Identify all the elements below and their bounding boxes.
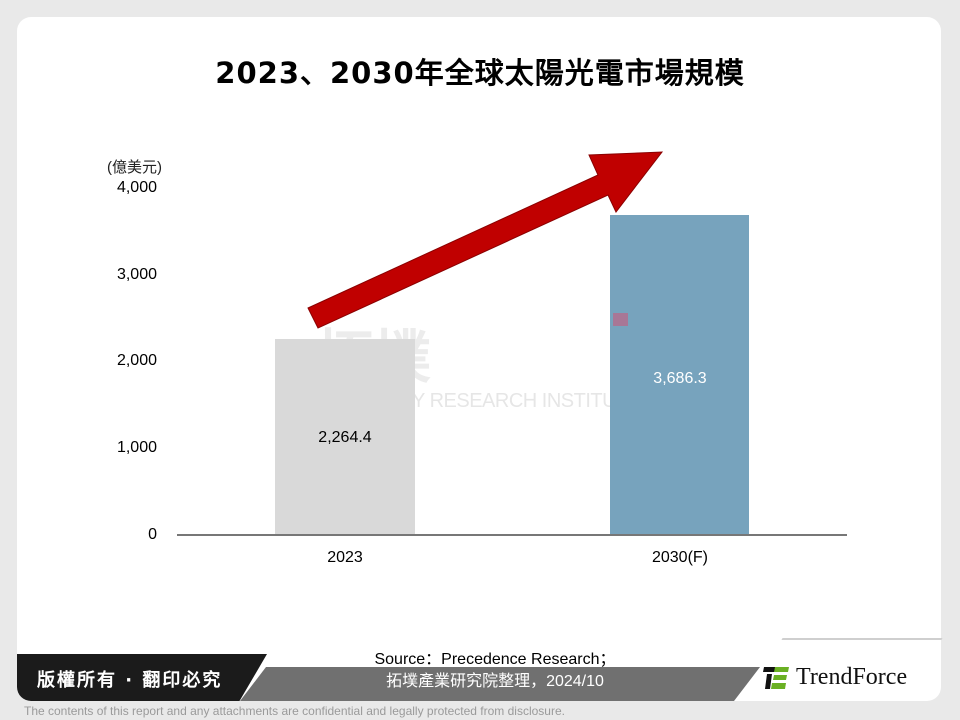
trendforce-wordmark: TrendForce bbox=[796, 664, 908, 690]
x-tick: 2023 bbox=[327, 549, 363, 566]
trend-arrow-icon bbox=[307, 151, 664, 329]
confidentiality-disclaimer: The contents of this report and any atta… bbox=[24, 704, 565, 718]
copyright-text: 版權所有 · 翻印必究 bbox=[37, 670, 223, 691]
trendforce-mark-icon bbox=[763, 666, 789, 689]
bar-2030 bbox=[610, 215, 749, 535]
footer-decor-line bbox=[781, 638, 943, 640]
x-tick: 2030(F) bbox=[651, 549, 709, 566]
bar-2023 bbox=[275, 339, 415, 535]
y-tick: 2,000 bbox=[116, 352, 157, 369]
chart-title: 2023、2030年全球太陽光電市場規模 bbox=[215, 56, 745, 90]
bar-value-label: 3,686.3 bbox=[653, 370, 707, 387]
y-tick: 1,000 bbox=[116, 439, 157, 456]
bar-value-label: 2,264.4 bbox=[318, 429, 372, 446]
slide-card bbox=[17, 17, 941, 701]
y-tick: 3,000 bbox=[116, 266, 157, 283]
y-axis-unit: (億美元) bbox=[107, 159, 162, 176]
source-line-2: 拓墣產業研究院整理，2024/10 bbox=[386, 673, 604, 690]
trendforce-logo: TrendForce bbox=[762, 664, 907, 691]
y-tick: 0 bbox=[148, 526, 157, 543]
x-axis-line bbox=[177, 534, 847, 536]
copyright-banner: 版權所有 · 翻印必究 bbox=[17, 654, 267, 701]
watermark-square bbox=[613, 313, 628, 326]
y-tick: 4,000 bbox=[116, 179, 157, 196]
source-line-1: Source：Precedence Research； bbox=[374, 651, 616, 668]
footer-source-band bbox=[240, 667, 760, 701]
